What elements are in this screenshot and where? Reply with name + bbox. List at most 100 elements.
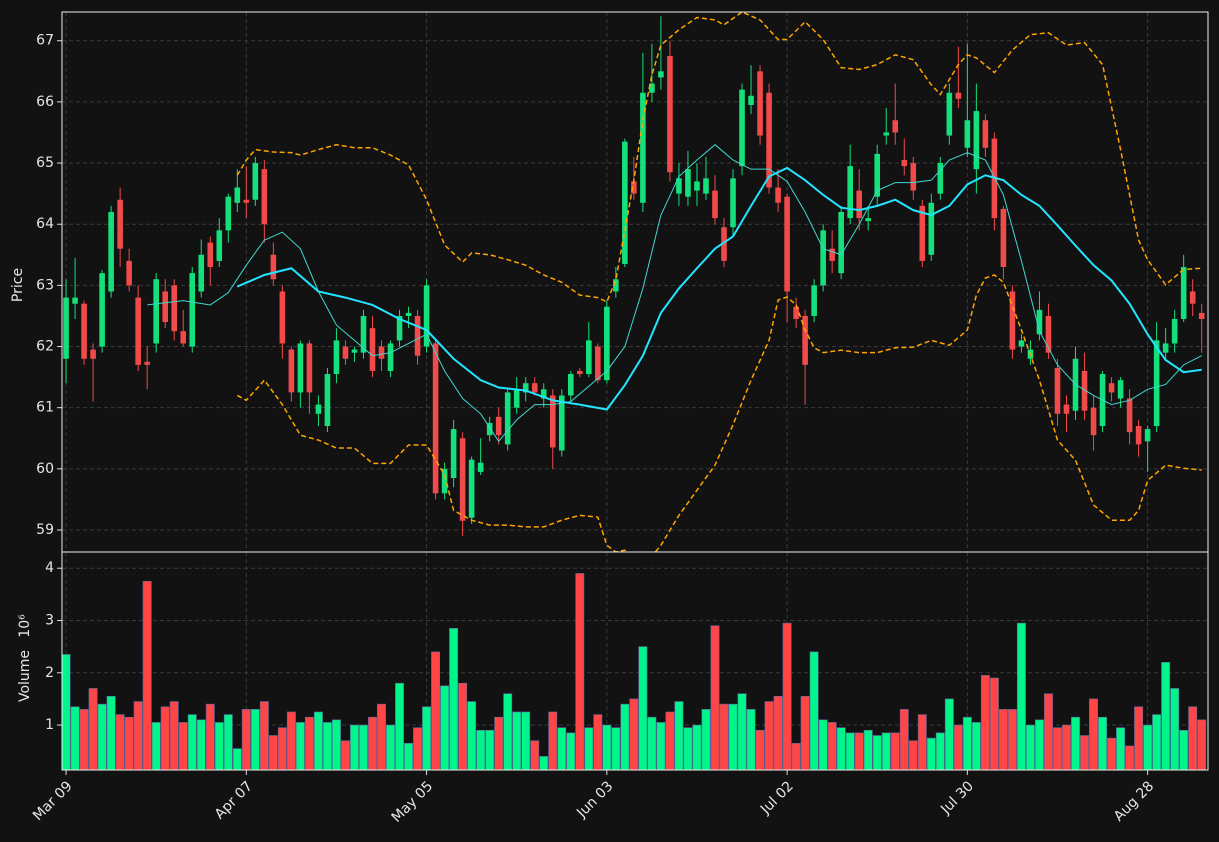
candle-body (396, 315, 403, 341)
volume-bar (881, 732, 891, 771)
volume-axis-label: Volume (17, 650, 33, 702)
candle-body (1009, 291, 1016, 350)
candle-body (595, 346, 601, 381)
candle-body (766, 92, 772, 188)
candle-body (1054, 367, 1061, 414)
volume-bar (530, 740, 540, 771)
candle-body (1018, 340, 1025, 347)
candle-body (757, 71, 763, 136)
candle-body (117, 199, 123, 249)
volume-bar (70, 706, 80, 771)
volume-bar (593, 714, 603, 771)
volume-bar (341, 740, 350, 771)
volume-bar (368, 716, 377, 771)
candle-body (640, 92, 646, 203)
candle-body (856, 190, 862, 219)
candle-body (288, 349, 295, 393)
y-tick-label: 62 (36, 339, 54, 355)
volume-bar (926, 737, 936, 771)
candle-body (522, 383, 529, 393)
candle-body (504, 392, 511, 445)
volume-bar (1007, 709, 1017, 771)
y-tick-label: 3 (45, 612, 54, 628)
candle-body (315, 404, 322, 414)
candle-body (198, 254, 205, 292)
candle-body (531, 383, 538, 393)
volume-bar (953, 724, 963, 771)
volume-bar (980, 675, 990, 771)
candle-body (1081, 370, 1088, 411)
volume-bar (557, 727, 567, 771)
candle-body (279, 291, 286, 344)
candle-body (937, 163, 944, 194)
volume-bar (1152, 714, 1162, 771)
candle-body (613, 279, 619, 292)
candle-body (964, 120, 971, 148)
volume-bar (1044, 693, 1053, 771)
candle-body (1108, 383, 1115, 393)
volume-bar (548, 711, 558, 771)
volume-bar (295, 722, 305, 771)
candle-body (793, 306, 799, 319)
candle-body (973, 111, 980, 170)
candle-body (982, 120, 989, 148)
volume-bar (764, 701, 774, 771)
volume-bar (79, 709, 89, 771)
x-tick-label: Mar 09 (30, 778, 76, 824)
volume-bar (404, 743, 413, 771)
candle-body (730, 178, 736, 228)
volume-bar (196, 719, 206, 771)
candle-body (784, 196, 790, 292)
candle-body (468, 459, 475, 518)
candle-body (649, 83, 655, 93)
volume-bar (791, 743, 801, 771)
candle-body (99, 273, 105, 347)
candle-body (685, 169, 691, 197)
volume-bar (422, 706, 432, 771)
x-tick-label: May 05 (389, 778, 437, 826)
candle-body (847, 166, 853, 219)
volume-bar (286, 711, 296, 771)
volume-bar (719, 703, 729, 771)
candle-body (712, 190, 718, 219)
volume-bar (1143, 724, 1153, 771)
candle-body (549, 395, 556, 448)
volume-bar (611, 727, 621, 771)
candle-body (63, 297, 69, 359)
volume-bar (232, 748, 242, 771)
volume-bar (521, 711, 531, 771)
indicator-line (147, 144, 1202, 443)
volume-bar (377, 703, 386, 771)
candle-body (1000, 208, 1007, 268)
candle-body (162, 291, 168, 323)
candle-body (694, 181, 700, 191)
volume-bar (458, 682, 468, 771)
candle-body (1144, 429, 1151, 442)
volume-bar (1080, 735, 1089, 771)
y-tick-label: 65 (36, 155, 54, 171)
candle-body (676, 178, 682, 194)
volume-bar (962, 716, 972, 771)
candle-body (1171, 318, 1178, 344)
candle-body (604, 306, 610, 381)
volume-bar (133, 701, 143, 771)
candle-body (360, 315, 367, 353)
volume-bar (728, 703, 738, 771)
volume-bar (304, 716, 314, 771)
candle-body (946, 92, 953, 136)
candle-body (378, 346, 385, 359)
candle-body (703, 178, 709, 194)
candle-body (775, 187, 781, 203)
volume-bar (935, 732, 945, 771)
candle-body (1189, 291, 1196, 304)
candle-body (324, 374, 331, 427)
candle-body (721, 227, 727, 261)
volume-bar (647, 716, 657, 771)
candle-body (1135, 426, 1142, 445)
volume-bar (863, 729, 873, 771)
candle-body (180, 331, 187, 344)
volume-bar (1016, 622, 1026, 771)
candle-body (1153, 340, 1160, 427)
y-tick-label: 4 (45, 560, 54, 576)
